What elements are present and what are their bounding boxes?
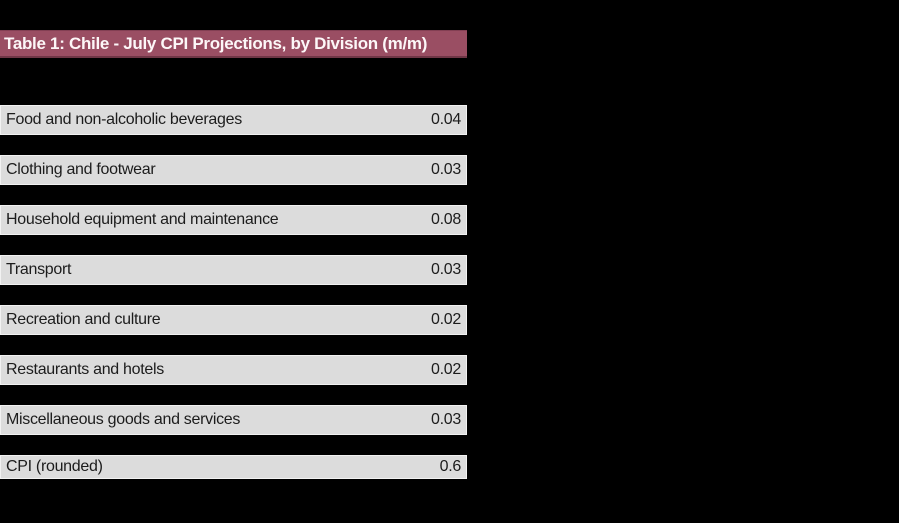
table-row: Restaurants and hotels 0.02 [0, 355, 467, 385]
division-label: Food and non-alcoholic beverages [6, 111, 242, 128]
table-row: Food and non-alcoholic beverages 0.04 [0, 105, 467, 135]
division-label: Restaurants and hotels [6, 361, 164, 378]
table-row: Household equipment and maintenance 0.08 [0, 205, 467, 235]
table-title: Table 1: Chile - July CPI Projections, b… [4, 33, 428, 53]
division-label: Transport [6, 261, 72, 278]
division-value: 0.02 [431, 311, 461, 328]
division-value: 0.04 [431, 111, 461, 128]
table-row: Transport 0.03 [0, 255, 467, 285]
division-label: Miscellaneous goods and services [6, 411, 241, 428]
division-value: 0.08 [431, 211, 461, 228]
table-body: Food and non-alcoholic beverages 0.04 Cl… [0, 105, 467, 479]
division-value: 0.03 [431, 261, 461, 278]
table-row: Recreation and culture 0.02 [0, 305, 467, 335]
table-row: Clothing and footwear 0.03 [0, 155, 467, 185]
total-label: CPI (rounded) [6, 458, 103, 475]
table-row: Miscellaneous goods and services 0.03 [0, 405, 467, 435]
division-value: 0.03 [431, 411, 461, 428]
division-value: 0.03 [431, 161, 461, 178]
table-total-row: CPI (rounded) 0.6 [0, 455, 467, 479]
cpi-projections-table: Table 1: Chile - July CPI Projections, b… [0, 0, 467, 479]
division-value: 0.02 [431, 361, 461, 378]
division-label: Clothing and footwear [6, 161, 156, 178]
division-label: Household equipment and maintenance [6, 211, 279, 228]
total-value: 0.6 [439, 458, 462, 475]
division-label: Recreation and culture [6, 311, 161, 328]
table-title-bar: Table 1: Chile - July CPI Projections, b… [0, 30, 467, 58]
